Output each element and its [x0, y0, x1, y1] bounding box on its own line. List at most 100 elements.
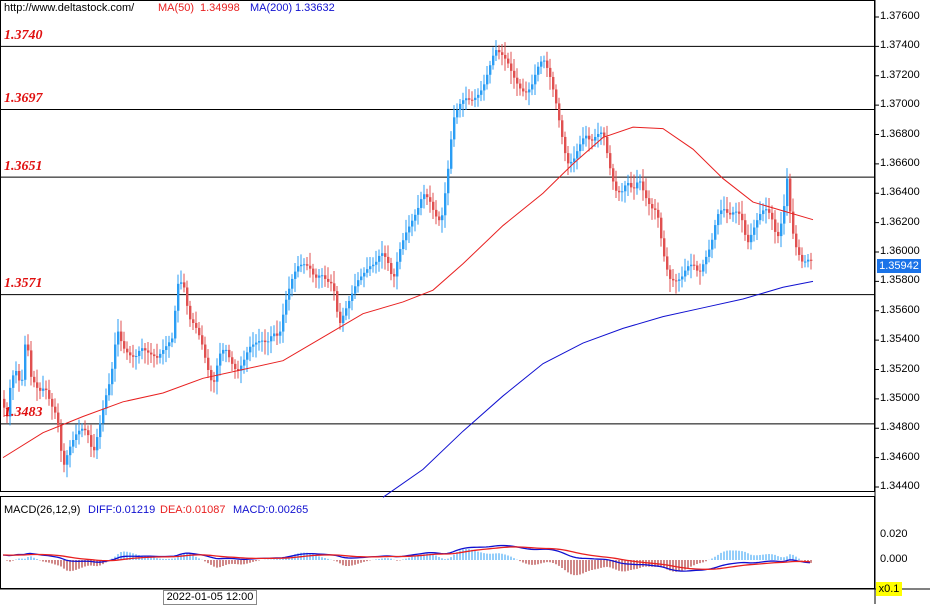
candle: [15, 361, 18, 384]
candle: [654, 198, 657, 220]
candle: [633, 174, 636, 200]
candle: [159, 349, 162, 364]
candle: [384, 245, 387, 270]
candle: [756, 213, 759, 241]
candle: [144, 343, 147, 364]
candle: [132, 344, 135, 368]
candle: [369, 257, 372, 277]
candle: [237, 360, 240, 379]
support-resistance-lines: [1, 45, 874, 425]
candle: [666, 247, 669, 277]
candle: [567, 145, 570, 175]
candle: [804, 255, 807, 268]
candle: [438, 211, 441, 226]
candle: [417, 195, 420, 225]
candle: [42, 375, 45, 397]
candle: [765, 197, 768, 224]
price-tick-label: 1.36200: [880, 215, 920, 228]
candle: [252, 332, 255, 358]
candle: [36, 369, 39, 401]
candle: [300, 254, 303, 273]
candle: [258, 328, 261, 351]
candle: [33, 370, 36, 388]
candle: [60, 419, 63, 462]
level-label-3: 1.3651: [4, 159, 43, 174]
candle: [786, 168, 789, 216]
candle: [147, 341, 150, 365]
zoom-badge[interactable]: x0.1: [876, 582, 902, 596]
candle: [318, 269, 321, 289]
candle: [24, 335, 27, 387]
candle: [696, 260, 699, 277]
candle: [621, 182, 624, 202]
candle: [198, 322, 201, 340]
candle: [729, 202, 732, 220]
candle: [543, 55, 546, 69]
candle: [606, 125, 609, 159]
candle: [45, 380, 48, 400]
ma200-value: 1.33632: [295, 2, 335, 14]
candle: [123, 331, 126, 354]
candle: [294, 263, 297, 293]
candle: [663, 230, 666, 262]
candle: [117, 318, 120, 357]
candle: [219, 342, 222, 376]
candle: [702, 259, 705, 277]
candle: [78, 419, 81, 445]
candle: [171, 332, 174, 348]
candle: [426, 188, 429, 206]
candle: [288, 276, 291, 311]
candle: [357, 272, 360, 293]
candle: [546, 51, 549, 78]
candle: [558, 97, 561, 128]
candle: [555, 84, 558, 110]
candle: [63, 443, 66, 473]
candle: [312, 263, 315, 283]
candle: [429, 185, 432, 213]
candle: [330, 274, 333, 292]
candle: [678, 272, 681, 292]
candle: [789, 173, 792, 223]
candle: [720, 199, 723, 225]
candle: [468, 89, 471, 105]
price-tick-label: 1.37600: [880, 10, 920, 22]
candle: [516, 68, 519, 97]
candle: [348, 296, 351, 320]
candle: [726, 196, 729, 224]
candle: [108, 373, 111, 401]
candle: [771, 205, 774, 231]
candle: [570, 153, 573, 173]
candle: [207, 349, 210, 379]
candle: [609, 145, 612, 176]
candle: [291, 274, 294, 297]
candle: [273, 325, 276, 342]
candle: [96, 428, 99, 460]
candle: [561, 114, 564, 145]
candle: [588, 127, 591, 152]
candle: [747, 224, 750, 250]
price-tick-label: 1.35000: [880, 391, 920, 404]
candle: [783, 194, 786, 235]
candle: [405, 219, 408, 251]
candle: [120, 320, 123, 352]
candle: [630, 171, 633, 193]
candle: [657, 202, 660, 228]
level-label-2: 1.3697: [4, 91, 43, 106]
candle: [216, 358, 219, 395]
price-tick-label: 1.34600: [880, 450, 920, 463]
candle: [456, 103, 459, 124]
candle: [345, 300, 348, 321]
source-url[interactable]: http://www.deltastock.com/: [4, 2, 135, 14]
candle: [246, 346, 249, 373]
candle: [315, 268, 318, 288]
candle: [582, 127, 585, 151]
price-tick-label: 1.35600: [880, 303, 920, 316]
candle: [333, 271, 336, 301]
candle: [699, 263, 702, 285]
price-tick-label: 1.37000: [880, 98, 920, 111]
candle: [648, 190, 651, 216]
candle: [57, 403, 60, 433]
candle: [189, 300, 192, 327]
candle: [642, 169, 645, 201]
